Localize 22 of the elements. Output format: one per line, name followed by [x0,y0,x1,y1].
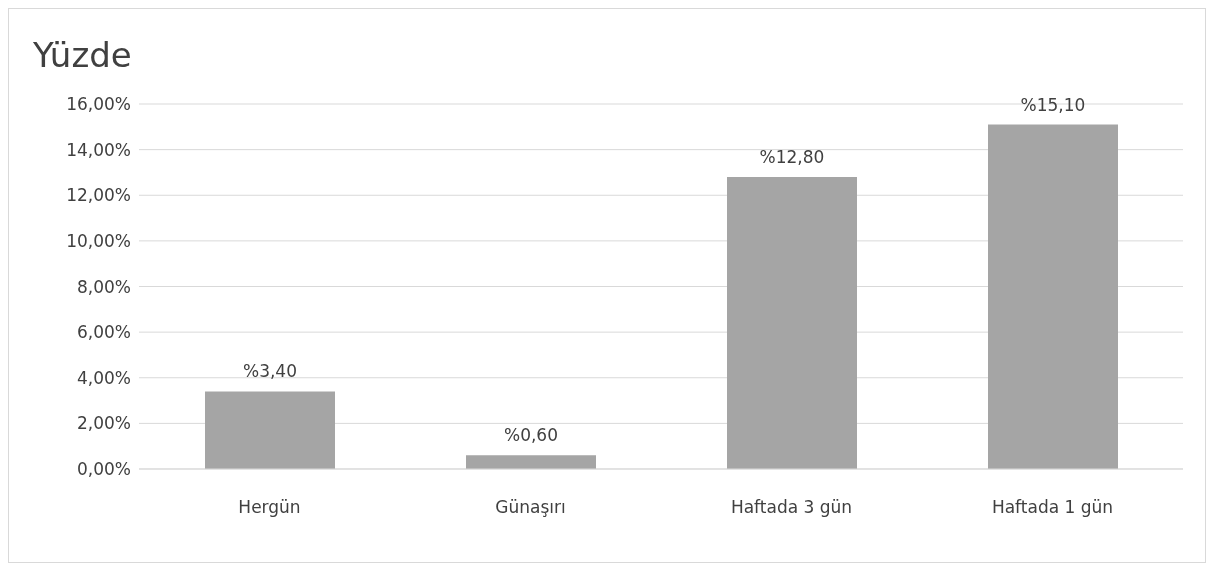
data-label: %0,60 [503,425,559,446]
bar [466,455,596,469]
x-tick-label: Haftada 3 gün [730,497,853,518]
bar [988,124,1118,469]
y-tick-label: 12,00% [66,185,131,206]
y-tick-label: 2,00% [76,413,131,434]
y-tick-label: 6,00% [76,322,131,343]
data-label: %15,10 [1020,94,1086,115]
y-tick-label: 14,00% [66,139,131,160]
bar [727,177,857,469]
y-tick-label: 16,00% [66,94,131,115]
y-tick-label: 4,00% [76,367,131,388]
bar [205,391,335,469]
data-label: %12,80 [759,147,825,167]
x-tick-label: Günaşırı [495,497,566,518]
y-tick-label: 0,00% [76,459,131,480]
y-tick-label: 8,00% [76,276,131,297]
x-tick-label: Hergün [238,497,301,518]
y-tick-label: 10,00% [66,230,131,251]
x-tick-label: Haftada 1 gün [991,497,1114,518]
chart-title: Yüzde [33,35,132,75]
data-label: %3,40 [242,361,298,382]
